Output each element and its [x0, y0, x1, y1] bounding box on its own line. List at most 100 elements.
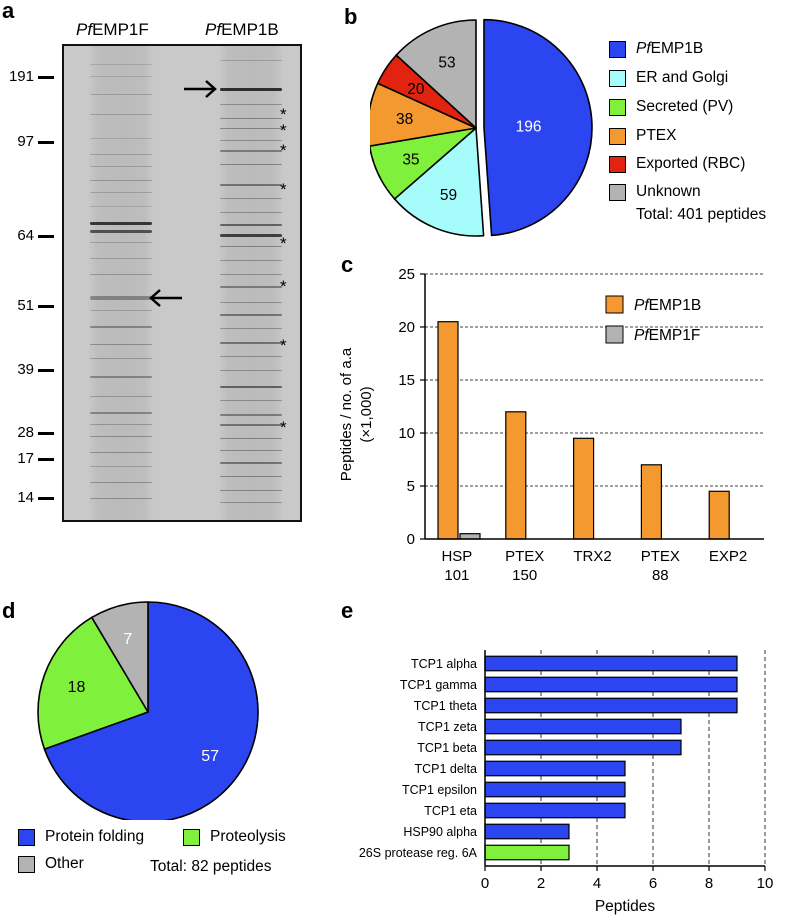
- y-tick-label: 26S protease reg. 6A: [359, 846, 478, 860]
- gel-band: [220, 118, 282, 119]
- bar: [484, 718, 682, 735]
- y-tick-label: 5: [407, 478, 415, 495]
- legend-label: PfEMP1B: [636, 40, 704, 57]
- gel-band: [220, 260, 282, 261]
- y-axis-label-line2: (×1,000): [358, 386, 375, 442]
- pie-d-slice: [90, 601, 149, 713]
- bar: [484, 739, 682, 756]
- gel-band: [90, 166, 152, 167]
- mw-marker-label: 14: [17, 489, 34, 506]
- legend-swatch: [18, 828, 35, 846]
- band-star: *: [280, 336, 287, 355]
- gel-band: [220, 128, 282, 129]
- gel-band: [220, 60, 282, 61]
- gel-band: [220, 400, 282, 401]
- pie-b-slice: [395, 19, 477, 129]
- mw-marker-tick: [38, 76, 54, 79]
- legend-swatch: [609, 69, 626, 87]
- legend-b-item: ER and Golgi: [609, 67, 728, 89]
- band-star: *: [280, 180, 287, 199]
- panel-letter-c: c: [341, 252, 354, 277]
- mw-marker-tick: [38, 305, 54, 308]
- mw-marker-label: 64: [17, 227, 34, 244]
- y-tick-label: 10: [398, 425, 415, 442]
- y-tick-label: 20: [398, 319, 415, 336]
- pie-b-value-label: 59: [440, 187, 457, 204]
- band-star: *: [280, 234, 287, 253]
- gel-band: [90, 138, 152, 139]
- gel-band: [220, 302, 282, 303]
- bar-chart-e: 0 2 4 6 8 10 TCP1 alpha TCP1 gamma TCP1 theta TCP…: [359, 650, 773, 915]
- legend-swatch: [605, 325, 624, 344]
- gel-band: [90, 482, 152, 483]
- bar-pfemp1b: [708, 490, 730, 540]
- gel-band: [90, 222, 152, 225]
- bar: [484, 802, 626, 819]
- mw-marker-tick: [38, 369, 54, 372]
- mw-marker-label: 28: [17, 424, 34, 441]
- bar: [484, 655, 738, 672]
- x-tick-label: HSP: [441, 548, 472, 565]
- y-tick-label: TCP1 eta: [424, 804, 477, 818]
- legend-d-proteolysis: Proteolysis: [183, 826, 286, 848]
- legend-swatch: [605, 295, 624, 314]
- gel-band: [90, 296, 152, 300]
- x-tick-label: 101: [444, 567, 469, 584]
- legend-b-item: PfEMP1B: [609, 38, 703, 60]
- y-tick-label: 0: [407, 531, 415, 548]
- y-tick-label: TCP1 zeta: [418, 720, 477, 734]
- legend-swatch: [609, 98, 626, 116]
- y-tick-label: TCP1 beta: [417, 741, 477, 755]
- bar: [484, 781, 626, 798]
- gel-band: [220, 370, 282, 371]
- gel-band: [220, 386, 282, 388]
- pie-d-value-label: 7: [123, 631, 132, 648]
- gel-band: [90, 230, 152, 233]
- bar: [484, 760, 626, 777]
- legend-label: PfEMP1F: [634, 327, 700, 344]
- bar-pfemp1b: [505, 411, 527, 540]
- panel-letter-a: a: [2, 0, 15, 23]
- pie-b-value-label: 20: [407, 81, 425, 98]
- gel-band: [220, 424, 282, 426]
- band-star: *: [280, 105, 287, 124]
- gel-band: [90, 64, 152, 65]
- panel-letter-e: e: [341, 598, 354, 623]
- panel-letter-d: d: [2, 598, 16, 623]
- mw-marker-tick: [38, 235, 54, 238]
- pie-b-value-label: 35: [402, 151, 419, 168]
- legend-d-other: Other: [18, 853, 84, 875]
- gel-band: [220, 328, 282, 329]
- band-star: *: [280, 121, 287, 140]
- gel-band: [90, 94, 152, 95]
- gel-band: [90, 412, 152, 414]
- legend-label: Proteolysis: [210, 828, 286, 845]
- pie-b-total: Total: 401 peptides: [636, 206, 767, 223]
- gel-lane-pfemp1f: [88, 46, 154, 520]
- band-star: *: [280, 418, 287, 437]
- x-tick-label: 8: [705, 875, 713, 892]
- gel-band: [220, 356, 282, 357]
- y-tick-label: TCP1 epsilon: [402, 783, 477, 797]
- gel-band: [220, 462, 282, 464]
- y-axis-label-line1: Peptides / no. of a.a: [338, 347, 355, 481]
- pie-b-value-label: 196: [516, 119, 542, 136]
- mw-marker-label: 97: [17, 133, 34, 150]
- gel-band: [90, 326, 152, 328]
- gel-band: [220, 490, 282, 491]
- gel-band: [220, 184, 282, 186]
- x-tick-label: 6: [649, 875, 657, 892]
- gel-band: [220, 224, 282, 226]
- y-tick-label: 15: [398, 372, 415, 389]
- y-tick-label: TCP1 alpha: [411, 657, 477, 671]
- gel-band: [90, 154, 152, 155]
- x-tick-label: 150: [512, 567, 537, 584]
- legend-label: Secreted (PV): [636, 98, 734, 115]
- pie-d-slice: [37, 616, 149, 750]
- legend-label: Exported (RBC): [636, 155, 746, 172]
- mw-marker-tick: [38, 497, 54, 500]
- gel-band: [90, 452, 152, 453]
- gel-band: [220, 198, 282, 199]
- gel-band: [90, 242, 152, 243]
- legend-b-item: PTEX: [609, 125, 676, 147]
